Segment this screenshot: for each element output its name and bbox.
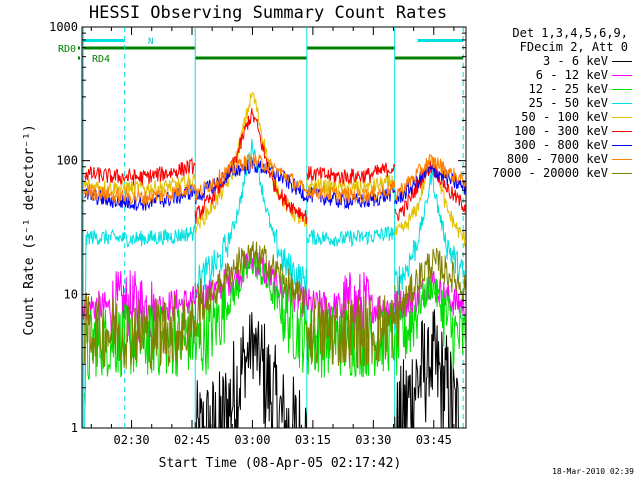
legend-entry-label: 300 - 800 keV xyxy=(514,138,608,152)
series-line-3-segment-2 xyxy=(306,225,395,248)
legend-entry-label: 100 - 300 keV xyxy=(514,124,608,138)
legend-swatch xyxy=(612,116,632,118)
status-bar-rd0-1 xyxy=(306,46,395,50)
series-line-0-segment-0 xyxy=(194,312,307,428)
rd0-tick xyxy=(78,46,80,50)
legend-header-2: FDecim 2, Att 0 xyxy=(519,40,628,54)
legend-entry-0: 3 - 6 keV xyxy=(486,54,636,68)
series-line-3-segment-1 xyxy=(194,138,308,298)
y-tick-label: 10 xyxy=(64,287,78,301)
series-line-7-segment-0 xyxy=(83,180,196,206)
chart-title: HESSI Observing Summary Count Rates xyxy=(89,3,447,23)
series-line-7-segment-3 xyxy=(394,153,466,202)
series-line-1-segment-1 xyxy=(194,248,396,343)
status-bar-n-0 xyxy=(83,39,125,42)
series-line-5-segment-3 xyxy=(394,161,466,222)
legend-entry-4: 50 - 100 keV xyxy=(486,110,636,124)
series-line-2-segment-2 xyxy=(306,300,396,378)
rd0-label: RD0 xyxy=(58,44,76,55)
rd4-label: RD4 xyxy=(92,54,110,65)
series-line-6-segment-0 xyxy=(84,184,196,211)
y-tick-label: 1 xyxy=(71,421,78,435)
series-line-5-segment-0 xyxy=(84,157,196,186)
timestamp: 18-Mar-2010 02:39 xyxy=(552,467,634,476)
y-tick-label: 100 xyxy=(56,154,78,168)
series-line-8-segment-2 xyxy=(306,295,396,369)
legend-swatch xyxy=(612,88,632,90)
x-tick-label: 03:00 xyxy=(234,433,270,447)
legend-entry-label: 800 - 7000 keV xyxy=(506,152,608,166)
legend-entry-6: 300 - 800 keV xyxy=(486,138,636,152)
legend-swatch xyxy=(612,102,632,104)
series-line-8-segment-1 xyxy=(194,241,308,345)
series-line-2-segment-3 xyxy=(394,274,466,376)
status-bar-rd4-1 xyxy=(394,56,464,60)
status-bar-n-1 xyxy=(417,39,464,42)
status-bar-rd4-0 xyxy=(195,56,307,60)
x-axis-label: Start Time (08-Apr-05 02:17:42) xyxy=(159,456,402,471)
legend-entry-label: 3 - 6 keV xyxy=(542,54,608,68)
series-line-3-segment-0 xyxy=(84,223,196,428)
legend-header-1: Det 1,3,4,5,6,9, xyxy=(512,26,628,40)
series-line-3-segment-3 xyxy=(394,169,466,296)
y-tick-label: 1000 xyxy=(49,20,78,34)
legend-entry-3: 25 - 50 keV xyxy=(486,96,636,110)
series-line-5-segment-1 xyxy=(194,108,308,224)
legend-entry-label: 25 - 50 keV xyxy=(528,96,608,110)
rd4-tick xyxy=(78,56,80,60)
series-line-6-segment-3 xyxy=(394,164,466,205)
series-group xyxy=(82,91,466,428)
series-line-7-segment-1 xyxy=(194,153,308,202)
legend: Det 1,3,4,5,6,9, FDecim 2, Att 0 3 - 6 k… xyxy=(486,26,636,180)
series-line-5-segment-2 xyxy=(306,162,396,186)
series-line-1-segment-0 xyxy=(82,270,196,345)
legend-entry-2: 12 - 25 keV xyxy=(486,82,636,96)
legend-swatch xyxy=(612,172,632,174)
legend-entry-label: 50 - 100 keV xyxy=(521,110,608,124)
legend-entry-label: 7000 - 20000 keV xyxy=(492,166,608,180)
legend-swatch xyxy=(612,60,632,62)
n-label: N xyxy=(148,37,153,47)
series-line-4-segment-1 xyxy=(194,91,308,235)
x-tick-label: 03:15 xyxy=(295,433,331,447)
plot-frame xyxy=(81,26,467,429)
legend-entry-8: 7000 - 20000 keV xyxy=(486,166,636,180)
y-axis-label: Count Rate (s⁻¹ detector⁻¹) xyxy=(22,124,37,335)
x-tick-label: 02:45 xyxy=(174,433,210,447)
status-bar-rd0-0 xyxy=(83,46,196,50)
legend-swatch xyxy=(612,130,632,132)
x-tick-label: 03:30 xyxy=(355,433,391,447)
legend-swatch xyxy=(612,158,632,160)
legend-entry-label: 6 - 12 keV xyxy=(535,68,608,82)
legend-entry-5: 100 - 300 keV xyxy=(486,124,636,138)
legend-swatch xyxy=(612,74,632,76)
legend-entry-label: 12 - 25 keV xyxy=(528,82,608,96)
legend-entry-7: 800 - 7000 keV xyxy=(486,152,636,166)
x-tick-label: 03:45 xyxy=(416,433,452,447)
series-line-0-segment-1 xyxy=(394,309,459,428)
series-line-7-segment-2 xyxy=(306,180,396,204)
status-bars xyxy=(78,39,464,60)
legend-swatch xyxy=(612,144,632,146)
series-line-8-segment-0 xyxy=(83,292,196,370)
series-line-6-segment-1 xyxy=(194,156,308,205)
x-tick-label: 02:30 xyxy=(113,433,149,447)
series-line-8-segment-3 xyxy=(394,247,466,347)
axes: 1 10 100 1000 02:30 02:45 03:00 03:15 03:30 03:45 xyxy=(49,20,466,447)
legend-entry-1: 6 - 12 keV xyxy=(486,68,636,82)
